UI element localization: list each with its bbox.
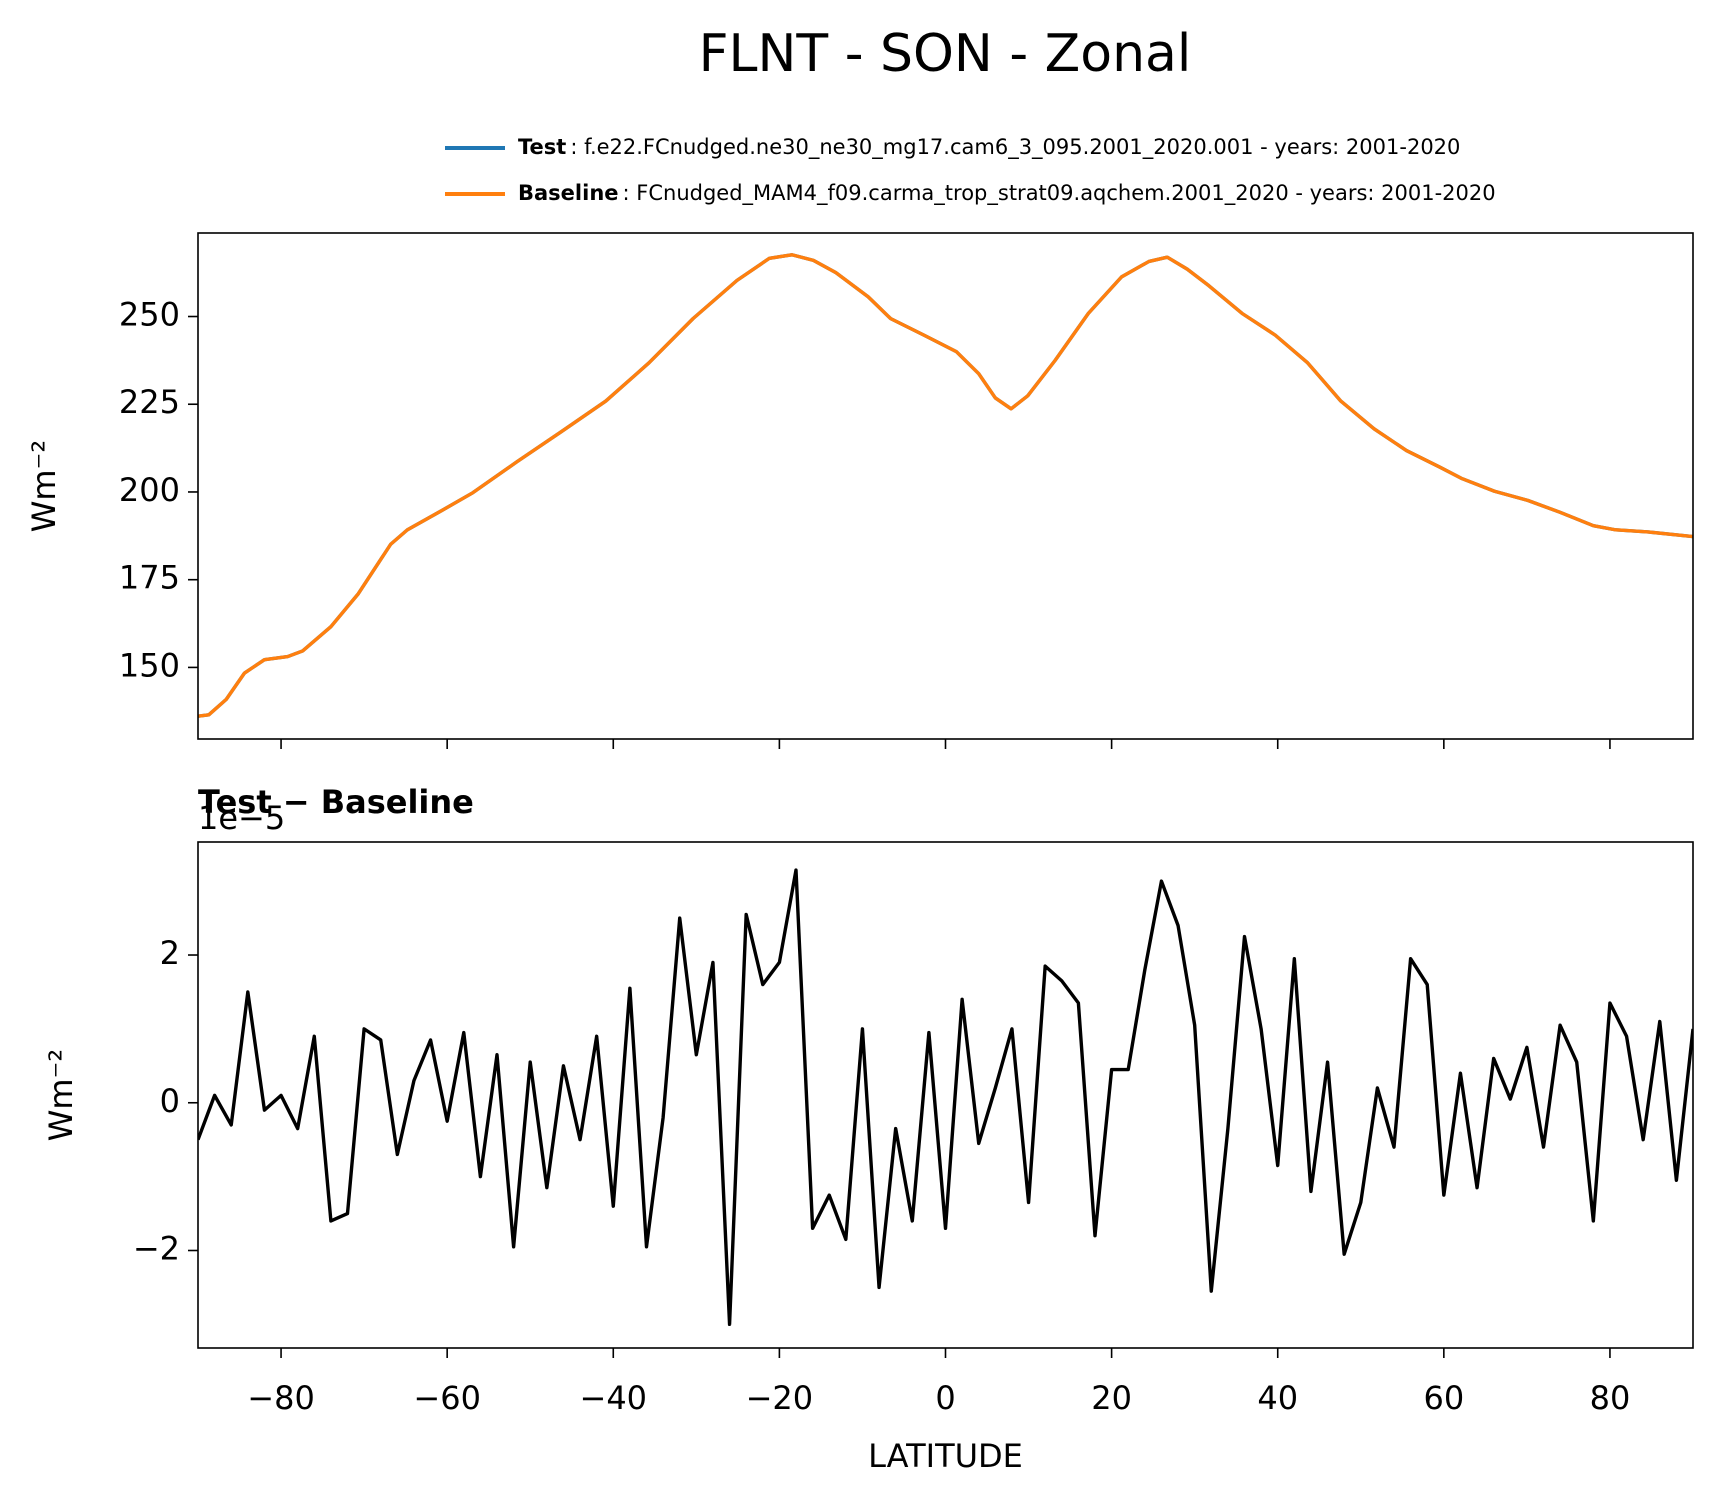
x-tick-label: −60	[413, 1379, 481, 1417]
legend-name: Test	[518, 135, 566, 159]
plot-area: 150 175 200 225 250 Wm⁻² Test: f.e22.FCnudged.…	[25, 135, 1694, 749]
x-tick-label: 40	[1257, 1379, 1298, 1417]
legend-description: : FCnudged_MAM4_f09.carma_trop_strat09.a…	[623, 181, 1496, 206]
y-tick-label: 250	[119, 296, 180, 334]
x-tick-label: −40	[580, 1379, 648, 1417]
data-line	[198, 253, 1693, 718]
figure-title: FLNT - SON - Zonal	[699, 24, 1192, 84]
y-tick-label: −2	[133, 1229, 180, 1267]
x-axis-label: LATITUDE	[868, 1437, 1023, 1475]
legend-name: Baseline	[518, 181, 619, 205]
axes-frame	[197, 841, 1694, 1349]
y-tick-label: 200	[119, 471, 180, 509]
y-axis-label: Wm⁻²	[42, 1049, 80, 1142]
x-tick-label: 80	[1590, 1379, 1631, 1417]
x-tick-label: 20	[1091, 1379, 1132, 1417]
y-tick-label: 2	[160, 934, 180, 972]
y-tick-label: 225	[119, 383, 180, 421]
x-tick-label: 0	[935, 1379, 955, 1417]
plot-area: −202−80 −60 −40 −20 0 20 40 60 80Wm⁻²LATITUDE1e−…	[42, 783, 1694, 1475]
y-tick-label: 150	[119, 646, 180, 684]
axes-frame	[197, 232, 1694, 740]
offset-label: 1e−5	[198, 799, 285, 837]
x-tick-label: 60	[1423, 1379, 1464, 1417]
legend-description: : f.e22.FCnudged.ne30_ne30_mg17.cam6_3_0…	[570, 135, 1460, 160]
y-tick-label: 175	[119, 559, 180, 597]
x-tick-label: −80	[247, 1379, 315, 1417]
x-tick-label: −20	[746, 1379, 814, 1417]
y-axis-label: Wm⁻²	[25, 440, 63, 533]
data-line	[198, 868, 1693, 1327]
subplot-title: Test − Baseline	[198, 783, 474, 821]
y-tick-label: 0	[160, 1082, 180, 1120]
